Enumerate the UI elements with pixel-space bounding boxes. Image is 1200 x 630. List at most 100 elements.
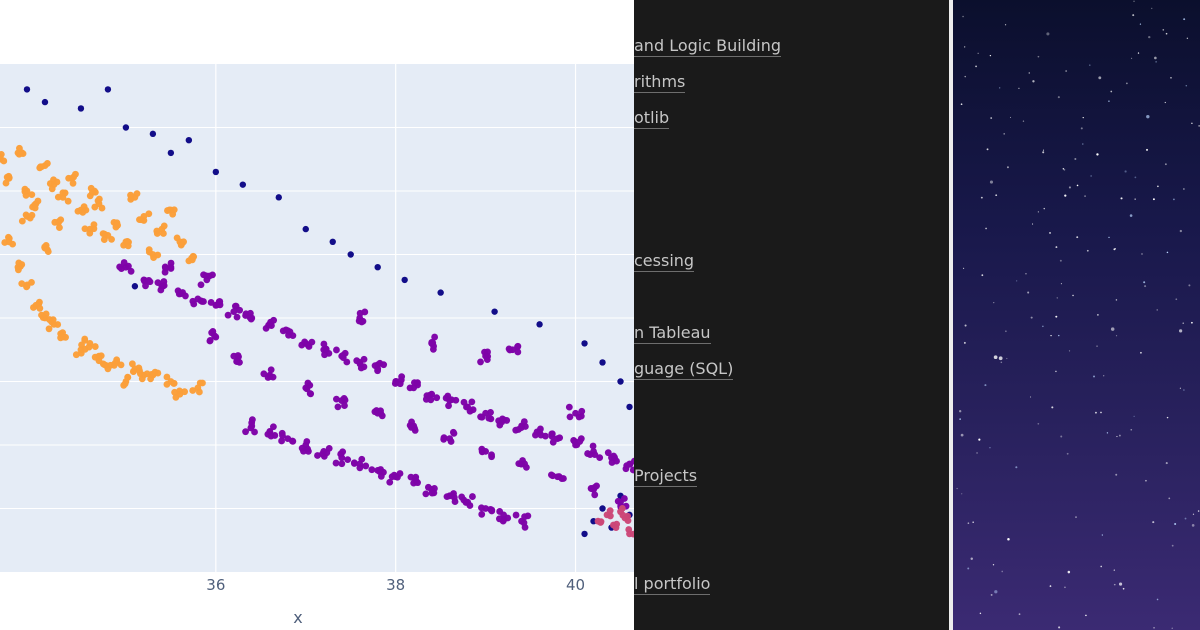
scatter-point	[77, 105, 85, 112]
scatter-point	[80, 203, 88, 211]
scatter-point	[153, 227, 161, 235]
star-dot	[959, 410, 962, 413]
scatter-point	[506, 346, 514, 354]
star-dot	[1064, 586, 1066, 589]
scatter-point	[167, 259, 175, 267]
star-dot	[1124, 170, 1127, 173]
menu-link-tableau[interactable]: n Tableau	[634, 323, 711, 344]
scatter-point	[91, 343, 99, 350]
star-dot	[1059, 259, 1062, 262]
scatter-point	[209, 328, 217, 335]
scatter-point	[617, 378, 624, 385]
scatter-point	[154, 369, 162, 377]
star-dot	[1060, 435, 1063, 438]
menu-link-logic-building[interactable]: and Logic Building	[634, 36, 781, 57]
scatter-point	[94, 197, 102, 205]
star-dot	[1116, 435, 1118, 438]
menu-link-algorithms[interactable]: rithms	[634, 72, 686, 93]
scatter-point	[239, 181, 247, 188]
scatter-point	[167, 149, 175, 157]
star-dot	[1156, 598, 1159, 601]
scatter-point	[549, 472, 557, 480]
menu-link-sql[interactable]: guage (SQL)	[634, 359, 734, 380]
scatter-point	[556, 434, 564, 442]
scatter-point	[624, 517, 632, 525]
menu-link-matplotlib[interactable]: otlib	[634, 108, 670, 129]
scatter-point	[478, 447, 486, 455]
x-tick-label: 38	[386, 576, 405, 594]
star-dot	[1060, 283, 1062, 285]
scatter-point	[90, 221, 98, 229]
star-dot	[1144, 285, 1147, 288]
scatter-point	[81, 225, 89, 233]
star-dot	[1066, 452, 1069, 455]
scatter-point	[447, 438, 455, 445]
star-dot	[1108, 100, 1110, 102]
menu-link-processing[interactable]: cessing	[634, 251, 695, 272]
scatter-point	[596, 454, 604, 462]
star-dot	[1057, 96, 1060, 99]
scatter-point	[37, 163, 44, 171]
scatter-point	[278, 437, 285, 445]
menu-link-projects[interactable]: Projects	[634, 466, 698, 487]
star-dot	[1146, 114, 1150, 119]
star-dot	[1093, 375, 1095, 378]
star-dot	[1074, 157, 1077, 160]
scatter-point	[127, 193, 135, 201]
scatter-point	[260, 370, 268, 378]
scatter-point	[397, 376, 405, 384]
scatter-point	[565, 403, 573, 411]
scatter-point	[234, 352, 242, 359]
scatter-point	[160, 222, 168, 230]
scatter-point	[23, 283, 30, 291]
scatter-point	[478, 504, 485, 512]
scatter-point	[65, 174, 73, 182]
scatter-point	[488, 507, 496, 515]
star-dot	[994, 590, 998, 594]
scatter-point	[630, 457, 634, 465]
star-dot	[1179, 329, 1183, 333]
scatter-point	[150, 254, 157, 262]
scatter-point	[42, 242, 50, 249]
star-dot	[1037, 422, 1040, 425]
star-dot	[1042, 325, 1044, 328]
scatter-point	[406, 384, 414, 392]
star-dot	[1086, 249, 1089, 252]
scatter-point	[120, 381, 128, 389]
scatter-point	[380, 361, 388, 369]
scatter-point	[5, 233, 12, 241]
star-dot	[1100, 411, 1102, 414]
star-dot	[1190, 321, 1193, 324]
star-dot	[1084, 195, 1086, 197]
scatter-point	[433, 394, 441, 402]
star-dot	[1115, 299, 1118, 301]
scatter-point	[450, 490, 457, 497]
scatter-point	[629, 466, 634, 474]
star-dot	[1106, 432, 1109, 434]
scatter-point	[593, 482, 600, 490]
scatter-point	[371, 362, 379, 370]
star-dot	[1191, 524, 1195, 527]
star-dot	[1188, 284, 1191, 287]
scatter-point	[199, 379, 206, 387]
star-dot	[1186, 37, 1189, 39]
x-tick-label: 40	[566, 576, 585, 594]
scatter-point	[392, 377, 400, 385]
scatter-point	[145, 248, 153, 256]
scatter-point	[314, 452, 321, 459]
scatter-point	[305, 447, 312, 455]
star-dot	[1137, 52, 1140, 54]
star-dot	[1064, 194, 1067, 197]
star-dot	[962, 15, 964, 18]
scatter-point	[358, 455, 366, 463]
scatter-point	[468, 398, 476, 406]
menu-link-portfolio[interactable]: l portfolio	[634, 574, 711, 595]
scatter-point	[613, 457, 620, 465]
star-dot	[1185, 85, 1188, 87]
scatter-point	[0, 157, 8, 165]
scatter-point	[224, 311, 232, 319]
scatter-point	[591, 491, 599, 499]
star-dot	[1049, 231, 1051, 234]
scatter-point	[618, 504, 626, 512]
